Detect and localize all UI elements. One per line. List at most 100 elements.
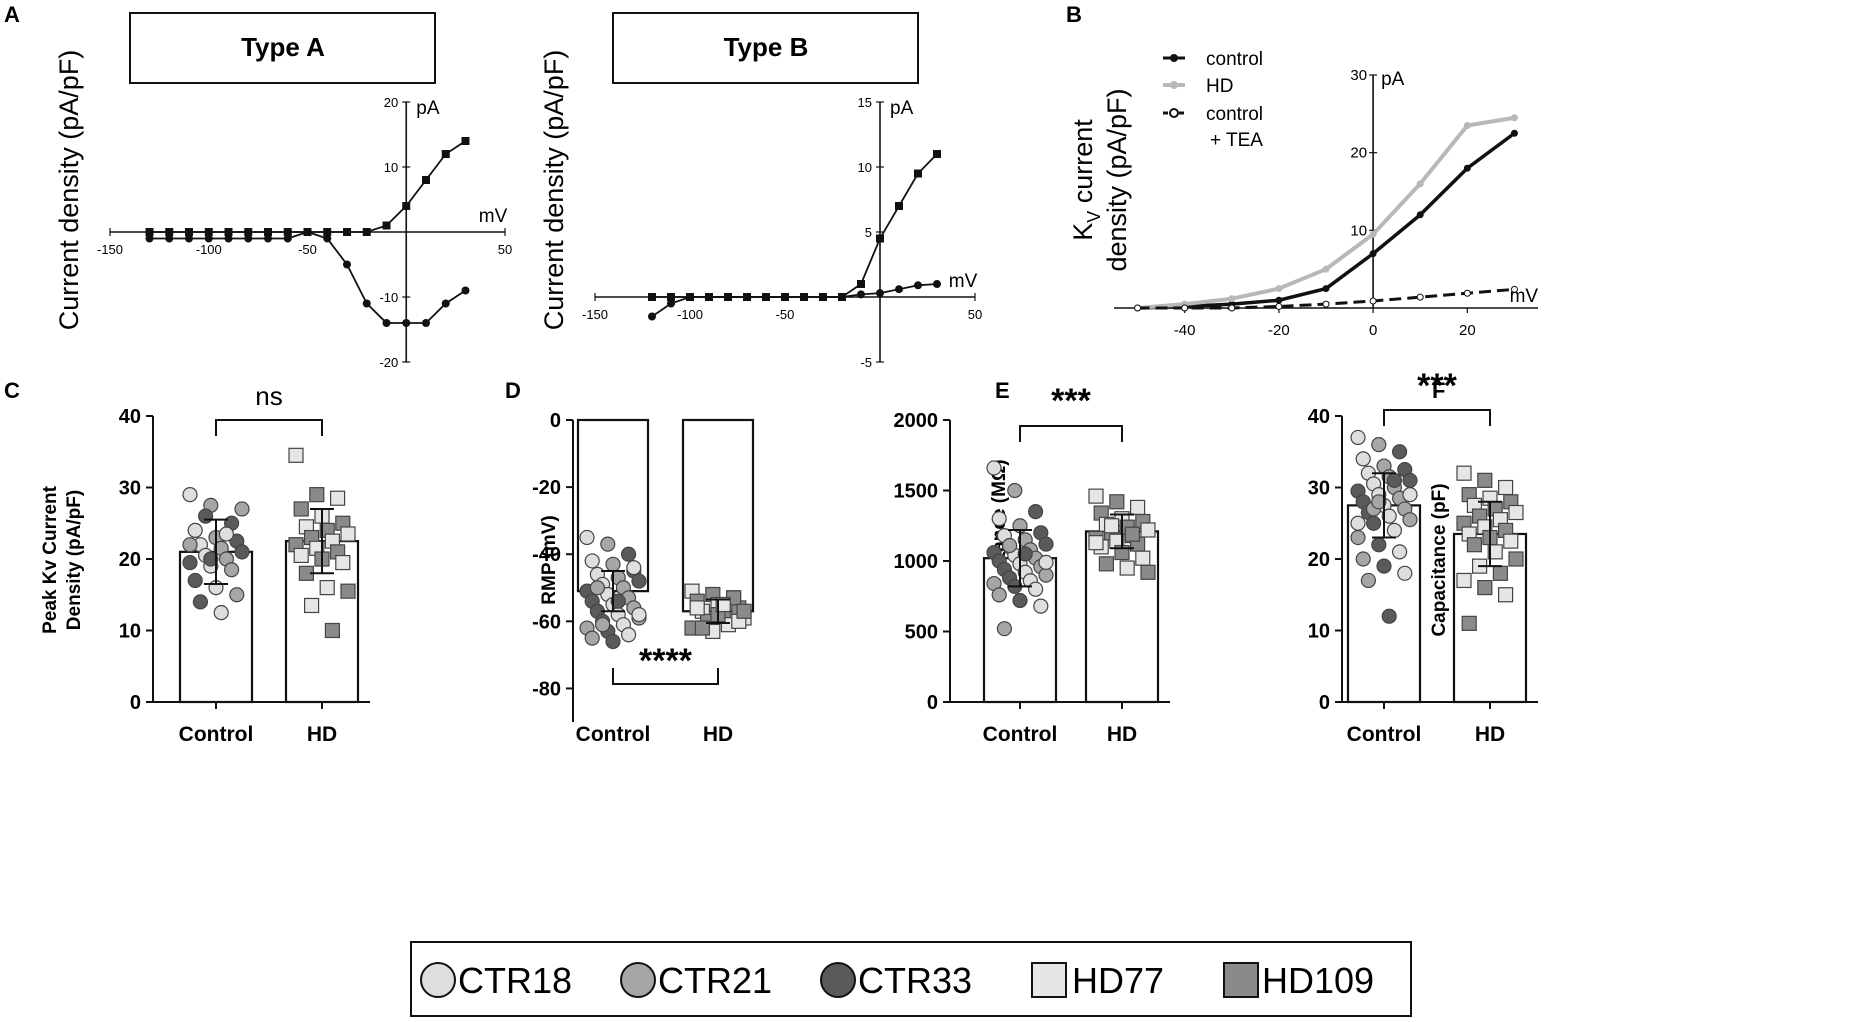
data-point (781, 293, 789, 301)
y-tick-label: -5 (860, 355, 872, 370)
data-point (422, 319, 430, 327)
data-point (1135, 550, 1151, 566)
data-point (1007, 482, 1023, 499)
data-point (605, 633, 621, 650)
data-point (330, 490, 346, 506)
data-point (204, 228, 213, 236)
x-unit-label: mV (949, 271, 978, 292)
data-point (229, 587, 245, 603)
data-point (667, 299, 675, 308)
legend-hd-marker (1170, 81, 1178, 89)
data-point (1088, 488, 1104, 504)
legend-control-label: control (1206, 49, 1263, 70)
data-point (288, 447, 304, 463)
data-point (1350, 429, 1366, 446)
data-point (1365, 515, 1382, 531)
x-tick-label: -50 (776, 307, 795, 322)
data-point (1322, 285, 1330, 293)
data-point (857, 280, 865, 288)
data-point (996, 621, 1013, 637)
data-point (182, 554, 198, 571)
panelD-ylabel: RMP (mV) (539, 515, 560, 604)
y-tick-label: 10 (1308, 621, 1330, 643)
data-point (362, 299, 371, 308)
data-point (1508, 504, 1524, 521)
data-point (626, 560, 642, 576)
data-point (182, 487, 198, 503)
data-point (1322, 300, 1330, 308)
x-tick-label: -150 (582, 307, 608, 322)
series-line (651, 283, 938, 318)
data-point (648, 312, 656, 321)
y-tick-label: 15 (858, 95, 872, 110)
data-point (1038, 536, 1054, 552)
data-point (187, 572, 203, 589)
data-point (1492, 565, 1509, 581)
x-tick-label: HD (1475, 723, 1505, 746)
data-point (1416, 211, 1424, 219)
data-point (1119, 560, 1135, 576)
data-point (1129, 499, 1146, 516)
data-point (631, 607, 647, 623)
data-point (283, 234, 292, 243)
data-point (1109, 494, 1125, 510)
data-point (1369, 250, 1377, 258)
significance-bracket (612, 668, 719, 685)
panel-letter-D: D (505, 378, 521, 403)
data-point (264, 228, 272, 236)
data-point (293, 547, 309, 564)
x-tick-label: -50 (298, 242, 317, 257)
data-point (1386, 472, 1403, 488)
data-point (1477, 579, 1493, 596)
y-tick-label: -40 (532, 544, 561, 566)
data-point (610, 593, 626, 609)
data-point (933, 150, 941, 158)
significance-bracket (215, 419, 323, 436)
typeB-title: Type B (724, 32, 809, 62)
data-point (1275, 302, 1283, 310)
y-tick-label: 1000 (894, 551, 939, 573)
legend-tea-label: control (1206, 104, 1263, 125)
data-point (1463, 121, 1471, 129)
data-point (1371, 437, 1387, 453)
significance-bracket (1019, 425, 1123, 442)
data-point (1510, 114, 1518, 122)
data-point (1012, 592, 1028, 609)
data-point (1371, 494, 1387, 510)
y-tick-label: 30 (1350, 67, 1367, 84)
x-tick-label: -20 (1268, 322, 1290, 339)
panel-E: Input Resistance (MΩ) 0500100015002000Co… (894, 382, 1170, 746)
data-point (1463, 164, 1471, 172)
panel-A-typeB: Type B Current density (pA/pF) -150 -100-… (539, 12, 982, 370)
data-point (319, 579, 335, 596)
data-point (1355, 451, 1371, 467)
typeA-ylabel: Current density (pA/pF) (54, 50, 84, 331)
data-point (402, 319, 411, 327)
data-point (1402, 512, 1418, 528)
legend-hd109-label: HD109 (1262, 960, 1374, 1001)
data-point (895, 285, 903, 294)
data-point (218, 526, 234, 542)
y-tick-label: 20 (1350, 145, 1367, 162)
data-point (584, 630, 600, 646)
y-tick-label: 10 (858, 160, 872, 175)
data-point (600, 536, 616, 552)
x-tick-label: 50 (968, 307, 982, 322)
data-point (876, 289, 884, 298)
data-point (234, 501, 250, 517)
y-tick-label: 40 (119, 406, 141, 428)
panelF-ylabel: Capacitance (pF) (1429, 483, 1450, 636)
data-point (1355, 551, 1371, 567)
data-point (203, 551, 219, 567)
x-tick-label: HD (307, 723, 337, 746)
data-point (1371, 537, 1387, 553)
data-point (1033, 598, 1049, 614)
data-point (283, 228, 292, 236)
y-tick-label: 40 (1308, 406, 1330, 428)
y-tick-label: 0 (550, 410, 561, 432)
legend-ctr21-marker (620, 962, 656, 998)
data-point (165, 234, 174, 243)
data-point (224, 234, 233, 243)
panel-B: KV current density (pA/pF) -40 -20 0 20 30 20… (1068, 49, 1538, 339)
